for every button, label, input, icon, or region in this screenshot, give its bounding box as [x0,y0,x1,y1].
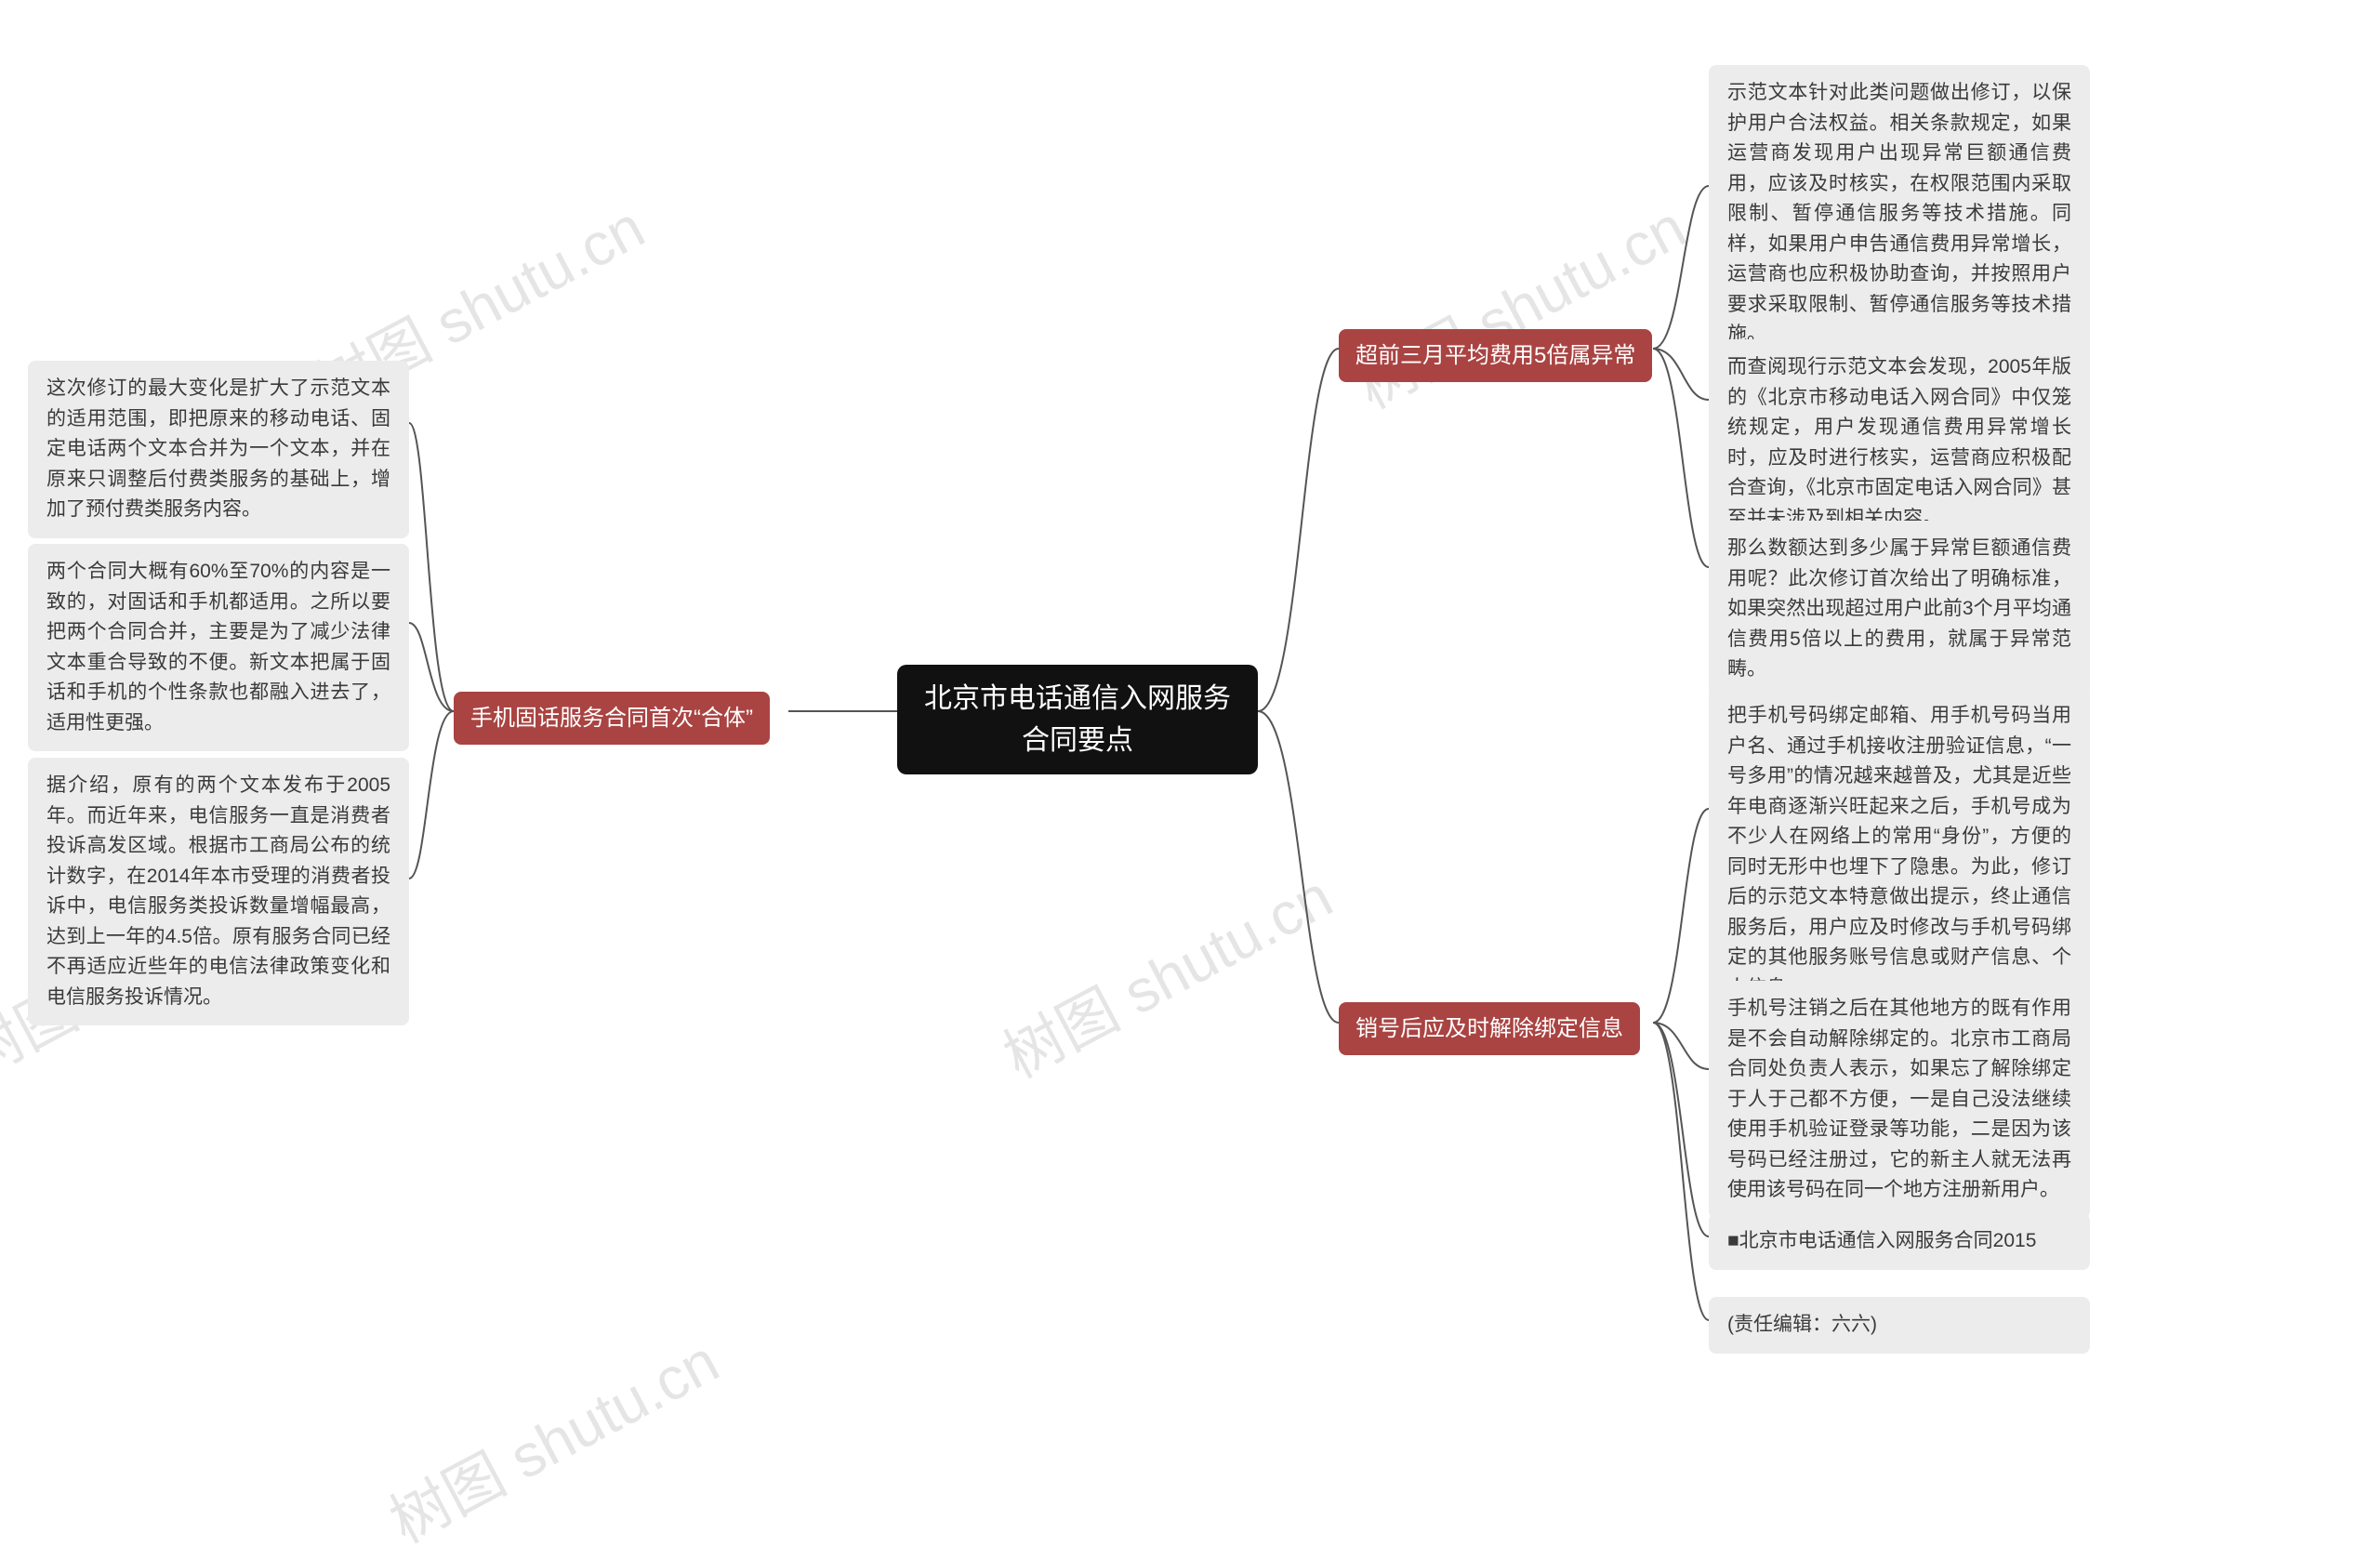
center-node: 北京市电话通信入网服务 合同要点 [897,665,1258,774]
right1-leaf-1: 示范文本针对此类问题做出修订，以保护用户合法权益。相关条款规定，如果运营商发现用… [1709,65,2090,364]
watermark: 树图 shutu.cn [1340,180,1699,425]
watermark: 树图 shutu.cn [373,1315,732,1559]
right1-leaf-2: 而查阅现行示范文本会发现，2005年版的《北京市移动电话入网合同》中仅笼统规定，… [1709,339,2090,547]
right2-leaf-4: (责任编辑：六六) [1709,1297,2090,1354]
watermark: 树图 shutu.cn [986,850,1345,1094]
right2-leaf-2: 手机号注销之后在其他地方的既有作用是不会自动解除绑定的。北京市工商局合同处负责人… [1709,981,2090,1219]
right2-leaf-1: 把手机号码绑定邮箱、用手机号码当用户名、通过手机接收注册验证信息，“一号多用”的… [1709,688,2090,1016]
center-line1: 北京市电话通信入网服务 [916,678,1239,720]
left-branch-title: 手机固话服务合同首次“合体” [454,692,770,745]
right2-leaf-3: ■北京市电话通信入网服务合同2015 [1709,1213,2090,1270]
right1-leaf-3: 那么数额达到多少属于异常巨额通信费用呢？此次修订首次给出了明确标准，如果突然出现… [1709,521,2090,698]
right-branch-1-title: 超前三月平均费用5倍属异常 [1339,329,1652,382]
left-leaf-1: 这次修订的最大变化是扩大了示范文本的适用范围，即把原来的移动电话、固定电话两个文… [28,361,409,538]
left-leaf-3: 据介绍，原有的两个文本发布于2005年。而近年来，电信服务一直是消费者投诉高发区… [28,758,409,1025]
right-branch-2-title: 销号后应及时解除绑定信息 [1339,1002,1640,1055]
center-line2: 合同要点 [916,720,1239,761]
left-leaf-2: 两个合同大概有60%至70%的内容是一致的，对固话和手机都适用。之所以要把两个合… [28,544,409,751]
mindmap-canvas: 树图 shutu.cn 树图 shutu.cn 树图 shutu.cn 树图 s… [0,0,2380,1421]
